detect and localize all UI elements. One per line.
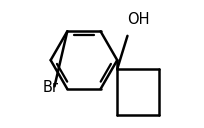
- Text: OH: OH: [127, 12, 149, 27]
- Text: Br: Br: [42, 79, 58, 95]
